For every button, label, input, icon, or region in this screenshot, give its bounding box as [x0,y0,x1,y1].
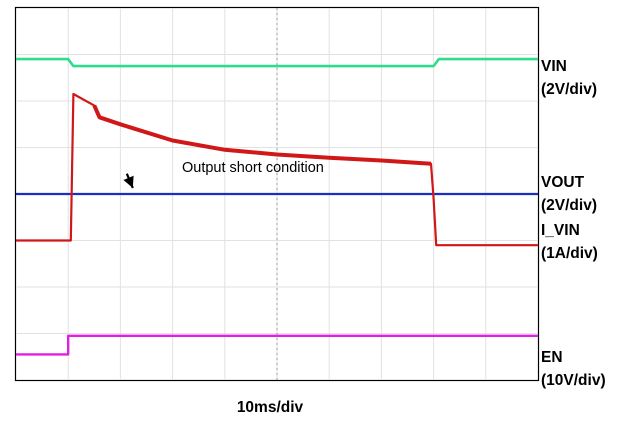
vout-scale: (2V/div) [541,197,597,214]
ivin-channel-label: I_VIN (1A/div) [541,219,598,265]
vin-channel-label: VIN (2V/div) [541,55,597,101]
vout-name: VOUT [541,174,585,191]
en-name: EN [541,349,563,366]
en-scale: (10V/div) [541,372,606,389]
annotation-arrow [123,173,134,189]
annotation-text: Output short condition [182,160,324,176]
trace-en [16,334,538,356]
traces [16,57,538,356]
annotation-arrow-head [123,175,134,188]
ivin-name: I_VIN [541,222,580,239]
x-axis-label: 10ms/div [236,399,304,416]
vout-channel-label: VOUT (2V/div) [541,171,597,217]
trace-i-vin-decay [92,104,432,166]
en-channel-label: EN (10V/div) [541,346,606,392]
vin-name: VIN [541,58,567,75]
trace-vin [16,57,538,68]
ivin-scale: (1A/div) [541,245,598,262]
vin-scale: (2V/div) [541,81,597,98]
